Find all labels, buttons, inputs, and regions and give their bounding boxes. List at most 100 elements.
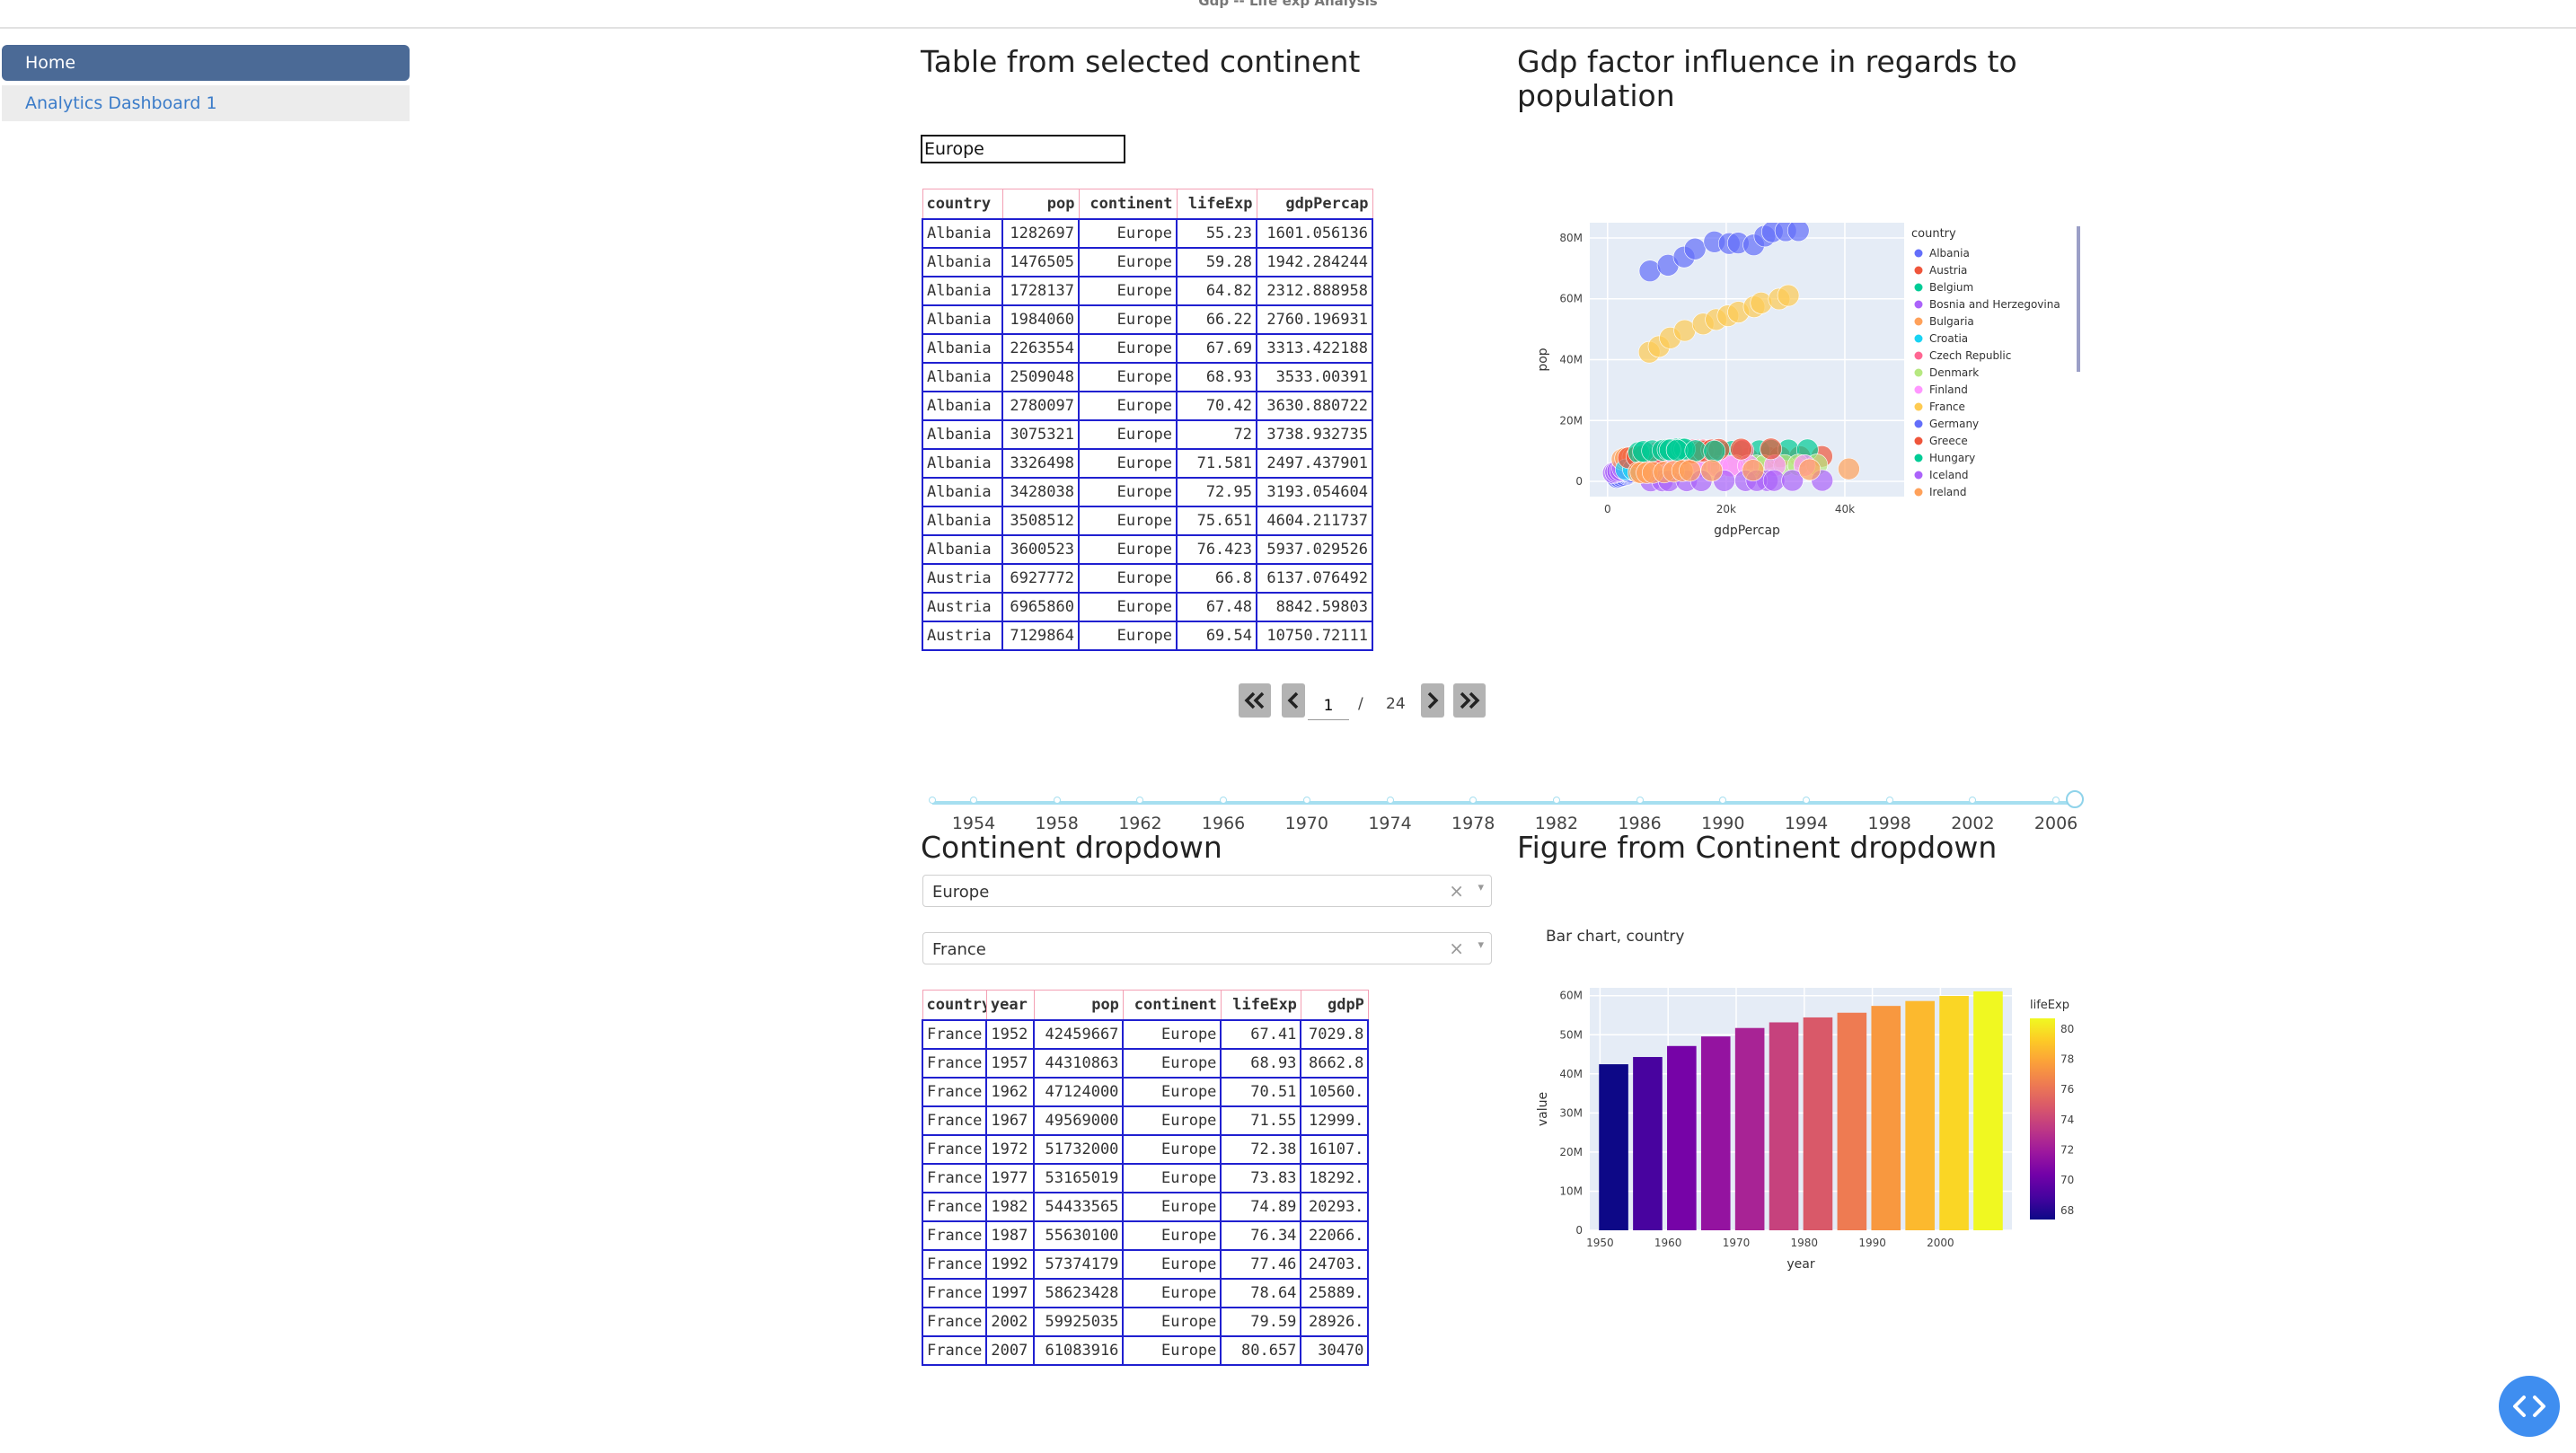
bar[interactable] [1599, 1064, 1628, 1230]
table-row[interactable]: France 1977 53165019 Europe 73.83 18292. [922, 1163, 1370, 1193]
table-cell[interactable]: Europe [1078, 247, 1178, 277]
table-cell[interactable]: Europe [1122, 1134, 1222, 1165]
previous-page-button[interactable] [1282, 683, 1305, 718]
table-row[interactable]: France 2007 61083916 Europe 80.657 30470 [922, 1335, 1370, 1366]
table-cell[interactable]: 80.657 [1220, 1335, 1302, 1366]
table-cell[interactable]: 2263554 [1001, 333, 1080, 364]
table-cell[interactable]: Europe [1122, 1077, 1222, 1107]
table-cell[interactable]: 20293. [1300, 1192, 1370, 1222]
table-cell[interactable]: 2760.196931 [1256, 304, 1373, 335]
legend-item[interactable]: Bosnia and Herzegovina [1929, 298, 2060, 311]
table-cell[interactable]: 1476505 [1001, 247, 1080, 277]
table-cell[interactable]: 8842.59803 [1256, 592, 1373, 622]
table-cell[interactable]: 67.69 [1176, 333, 1257, 364]
year-slider-rail[interactable] [932, 801, 2075, 805]
table-row[interactable]: France 1967 49569000 Europe 71.55 12999. [922, 1105, 1370, 1136]
slider-mark-label[interactable]: 1958 [1035, 814, 1079, 833]
table-row[interactable]: France 1952 42459667 Europe 67.41 7029.8 [922, 1019, 1370, 1050]
slider-mark-label[interactable]: 1982 [1534, 814, 1579, 833]
bar[interactable] [1667, 1045, 1697, 1230]
table-cell[interactable]: 51732000 [1033, 1134, 1125, 1165]
table-cell[interactable]: 55.23 [1176, 218, 1257, 249]
column-header-lifeexp[interactable]: lifeExp [1176, 189, 1257, 220]
table-cell[interactable]: 1957 [985, 1048, 1036, 1079]
table-cell[interactable]: 28926. [1300, 1307, 1370, 1337]
page-number-input[interactable] [1308, 692, 1349, 720]
table-cell[interactable]: 8662.8 [1300, 1048, 1370, 1079]
table-cell[interactable]: Europe [1078, 592, 1178, 622]
table-cell[interactable]: Albania [922, 333, 1003, 364]
column-header-gdppercap[interactable]: gdpPercap [1256, 189, 1373, 220]
table-cell[interactable]: Austria [922, 592, 1003, 622]
legend-item[interactable]: Croatia [1929, 332, 1968, 345]
legend-scrollbar[interactable] [2077, 226, 2080, 372]
scatter-point[interactable] [1700, 459, 1724, 482]
table-cell[interactable]: 67.48 [1176, 592, 1257, 622]
slider-tick[interactable] [1469, 797, 1478, 804]
table-cell[interactable]: Albania [922, 362, 1003, 392]
table-cell[interactable]: 59925035 [1033, 1307, 1125, 1337]
legend-marker[interactable] [1914, 266, 1923, 275]
scatter-point[interactable] [1742, 459, 1765, 481]
table-row[interactable]: France 2002 59925035 Europe 79.59 28926. [922, 1307, 1370, 1337]
table-cell[interactable]: 4604.211737 [1256, 506, 1373, 536]
scatter-chart[interactable]: 0 20M 40M 60M 80M 0 20k 40k gdpPercap pop country A… [1527, 216, 2102, 557]
table-cell[interactable]: Albania [922, 247, 1003, 277]
legend-marker[interactable] [1914, 419, 1923, 428]
table-cell[interactable]: Europe [1078, 506, 1178, 536]
sidebar-item-analytics-dashboard[interactable]: Analytics Dashboard 1 [2, 85, 410, 121]
table-cell[interactable]: Albania [922, 391, 1003, 421]
table-cell[interactable]: 25889. [1300, 1278, 1370, 1308]
bar[interactable] [1939, 996, 1969, 1230]
column-header-country[interactable]: country [922, 990, 987, 1021]
table-row[interactable]: Albania 2780097 Europe 70.42 3630.880722 [922, 391, 1373, 421]
scatter-point[interactable] [1760, 437, 1782, 461]
table-cell[interactable]: 3600523 [1001, 534, 1080, 565]
slider-tick[interactable] [1386, 797, 1394, 804]
legend-marker[interactable] [1914, 334, 1923, 343]
table-cell[interactable]: 3075321 [1001, 419, 1080, 450]
table-cell[interactable]: Europe [1122, 1105, 1222, 1136]
next-page-button[interactable] [1421, 683, 1444, 718]
table-cell[interactable]: Europe [1078, 276, 1178, 306]
table-cell[interactable]: 68.93 [1220, 1048, 1302, 1079]
table-cell[interactable]: 44310863 [1033, 1048, 1125, 1079]
table-cell[interactable]: 18292. [1300, 1163, 1370, 1193]
slider-tick[interactable] [970, 797, 977, 804]
table-cell[interactable]: 6137.076492 [1256, 563, 1373, 594]
table-row[interactable]: France 1982 54433565 Europe 74.89 20293. [922, 1192, 1370, 1222]
table-cell[interactable]: 66.22 [1176, 304, 1257, 335]
table-cell[interactable]: France [922, 1335, 988, 1366]
table-cell[interactable]: 70.51 [1220, 1077, 1302, 1107]
table-cell[interactable]: 12999. [1300, 1105, 1370, 1136]
scatter-point[interactable] [1798, 458, 1822, 481]
table-cell[interactable]: 79.59 [1220, 1307, 1302, 1337]
legend-marker[interactable] [1914, 317, 1923, 326]
table-row[interactable]: France 1957 44310863 Europe 68.93 8662.8 [922, 1048, 1370, 1079]
table-cell[interactable]: Europe [1078, 362, 1178, 392]
table-cell[interactable]: Albania [922, 534, 1003, 565]
table-cell[interactable]: 58623428 [1033, 1278, 1125, 1308]
table-cell[interactable]: Albania [922, 419, 1003, 450]
legend-marker[interactable] [1914, 436, 1923, 445]
legend-item[interactable]: Austria [1929, 264, 1967, 277]
table-cell[interactable]: 30470 [1300, 1335, 1370, 1366]
table-cell[interactable]: 53165019 [1033, 1163, 1125, 1193]
year-slider-handle[interactable] [2066, 790, 2084, 808]
table-cell[interactable]: Europe [1078, 448, 1178, 479]
table-cell[interactable]: France [922, 1077, 988, 1107]
scatter-point[interactable] [1750, 292, 1773, 314]
table-cell[interactable]: 3313.422188 [1256, 333, 1373, 364]
table-cell[interactable]: 1942.284244 [1256, 247, 1373, 277]
table-cell[interactable]: 3738.932735 [1256, 419, 1373, 450]
table-cell[interactable]: 64.82 [1176, 276, 1257, 306]
table-row[interactable]: Austria 6965860 Europe 67.48 8842.59803 [922, 592, 1373, 622]
legend-marker[interactable] [1914, 300, 1923, 309]
table-cell[interactable]: Albania [922, 276, 1003, 306]
table-cell[interactable]: 2780097 [1001, 391, 1080, 421]
legend-item[interactable]: France [1929, 401, 1965, 413]
bar[interactable] [1871, 1006, 1901, 1230]
legend-item[interactable]: Greece [1929, 435, 1968, 447]
table-cell[interactable]: Europe [1078, 304, 1178, 335]
table-cell[interactable]: Europe [1078, 391, 1178, 421]
